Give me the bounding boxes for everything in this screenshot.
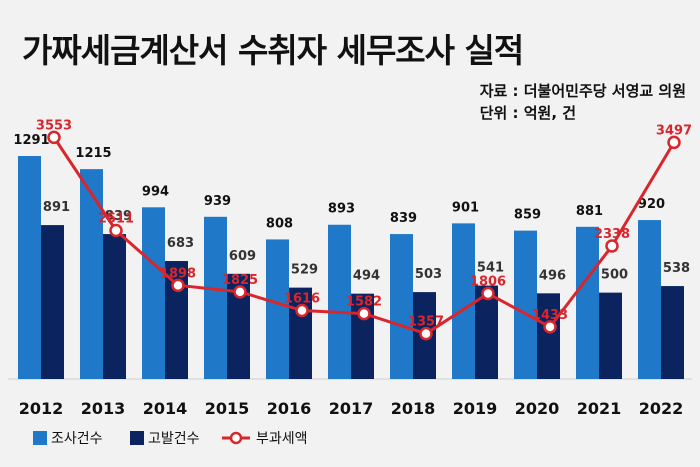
data-label-penalty: 1825: [222, 273, 258, 288]
legend-label-penalty: 부과세액: [256, 431, 308, 447]
data-label-accusation: 529: [291, 263, 318, 278]
unit-note: 단위 : 억원, 건: [479, 104, 577, 122]
penalty-point-2012: [47, 130, 61, 145]
bar-investigation-2016: [266, 239, 289, 379]
legend-swatch-accusation: [130, 431, 144, 445]
data-label-investigation: 839: [390, 211, 417, 226]
data-label-investigation: 1291: [13, 133, 49, 148]
bar-accusation-2021: [599, 292, 622, 379]
bar-investigation-2020: [514, 230, 537, 379]
data-label-penalty: 1806: [470, 275, 506, 290]
x-tick-label: 2013: [81, 399, 126, 418]
x-tick-label: 2018: [391, 399, 436, 418]
data-label-investigation: 994: [142, 184, 169, 199]
data-label-penalty: 1898: [160, 266, 196, 281]
data-label-penalty: 2338: [594, 227, 630, 242]
x-tick-label: 2020: [515, 399, 560, 418]
legend-swatch-investigation: [33, 431, 47, 445]
data-label-investigation: 881: [576, 204, 603, 219]
x-tick-label: 2019: [453, 399, 498, 418]
penalty-point-2021: [605, 239, 619, 253]
penalty-point-2016: [295, 303, 309, 318]
x-tick-label: 2015: [205, 399, 250, 418]
bar-accusation-2022: [661, 286, 684, 379]
chart-title: 가짜세금계산서 수취자 세무조사 실적: [22, 31, 524, 70]
x-tick-label: 2021: [577, 399, 622, 418]
bar-investigation-2021: [576, 226, 599, 379]
bar-investigation-2013: [80, 169, 103, 379]
bar-investigation-2014: [142, 207, 165, 379]
data-label-accusation: 496: [539, 268, 566, 283]
data-label-penalty: 1582: [346, 295, 382, 310]
bar-accusation-2013: [103, 234, 126, 379]
source-credit: 자료 : 더불어민주당 서영교 의원: [479, 82, 686, 100]
penalty-point-2020: [543, 320, 557, 334]
bar-investigation-2015: [204, 216, 227, 379]
penalty-point-2019: [481, 286, 495, 301]
bar-investigation-2022: [638, 220, 661, 379]
data-label-accusation: 500: [601, 268, 628, 283]
bar-investigation-2019: [452, 223, 475, 379]
data-label-investigation: 901: [452, 200, 479, 215]
bar-accusation-2019: [475, 285, 498, 379]
data-label-penalty: 3553: [36, 118, 72, 133]
data-label-accusation: 891: [43, 200, 70, 215]
data-label-penalty: 1357: [408, 315, 444, 330]
data-label-penalty: 1433: [532, 308, 568, 323]
penalty-point-2015: [233, 285, 247, 299]
data-label-accusation: 609: [229, 249, 256, 264]
penalty-point-2017: [357, 306, 371, 321]
data-label-investigation: 939: [204, 194, 231, 209]
data-label-penalty: 1616: [284, 292, 320, 307]
penalty-point-2013: [109, 223, 123, 238]
data-label-accusation: 503: [415, 267, 442, 282]
x-tick-label: 2016: [267, 399, 312, 418]
bar-investigation-2018: [390, 234, 413, 379]
data-label-penalty: 2511: [98, 212, 134, 227]
data-label-penalty: 3497: [656, 123, 692, 138]
bar-investigation-2012: [18, 156, 41, 379]
x-tick-label: 2017: [329, 399, 374, 418]
data-label-accusation: 541: [477, 261, 504, 276]
source-note: 자료 : 더불어민주당 서영교 의원 단위 : 억원, 건: [480, 80, 686, 124]
x-tick-label: 2022: [639, 399, 684, 418]
data-label-accusation: 839: [105, 209, 132, 224]
x-tick-label: 2014: [143, 399, 188, 418]
legend-label-accusation: 고발건수: [148, 431, 200, 447]
data-label-accusation: 538: [663, 261, 690, 276]
data-label-investigation: 920: [638, 197, 665, 212]
data-label-investigation: 893: [328, 202, 355, 217]
bar-accusation-2020: [537, 293, 560, 379]
data-label-investigation: 859: [514, 208, 541, 223]
data-label-accusation: 683: [167, 236, 194, 251]
data-label-investigation: 1215: [75, 146, 111, 161]
bar-accusation-2015: [227, 273, 250, 379]
data-label-investigation: 808: [266, 216, 293, 231]
penalty-point-2018: [419, 326, 433, 341]
penalty-point-2014: [171, 278, 185, 293]
bar-accusation-2012: [41, 225, 64, 379]
x-tick-label: 2012: [19, 399, 64, 418]
bar-investigation-2017: [328, 224, 351, 379]
legend-marker-penalty: [229, 431, 243, 445]
data-label-accusation: 494: [353, 269, 380, 284]
penalty-point-2022: [667, 135, 681, 150]
legend-label-investigation: 조사건수: [51, 431, 103, 447]
